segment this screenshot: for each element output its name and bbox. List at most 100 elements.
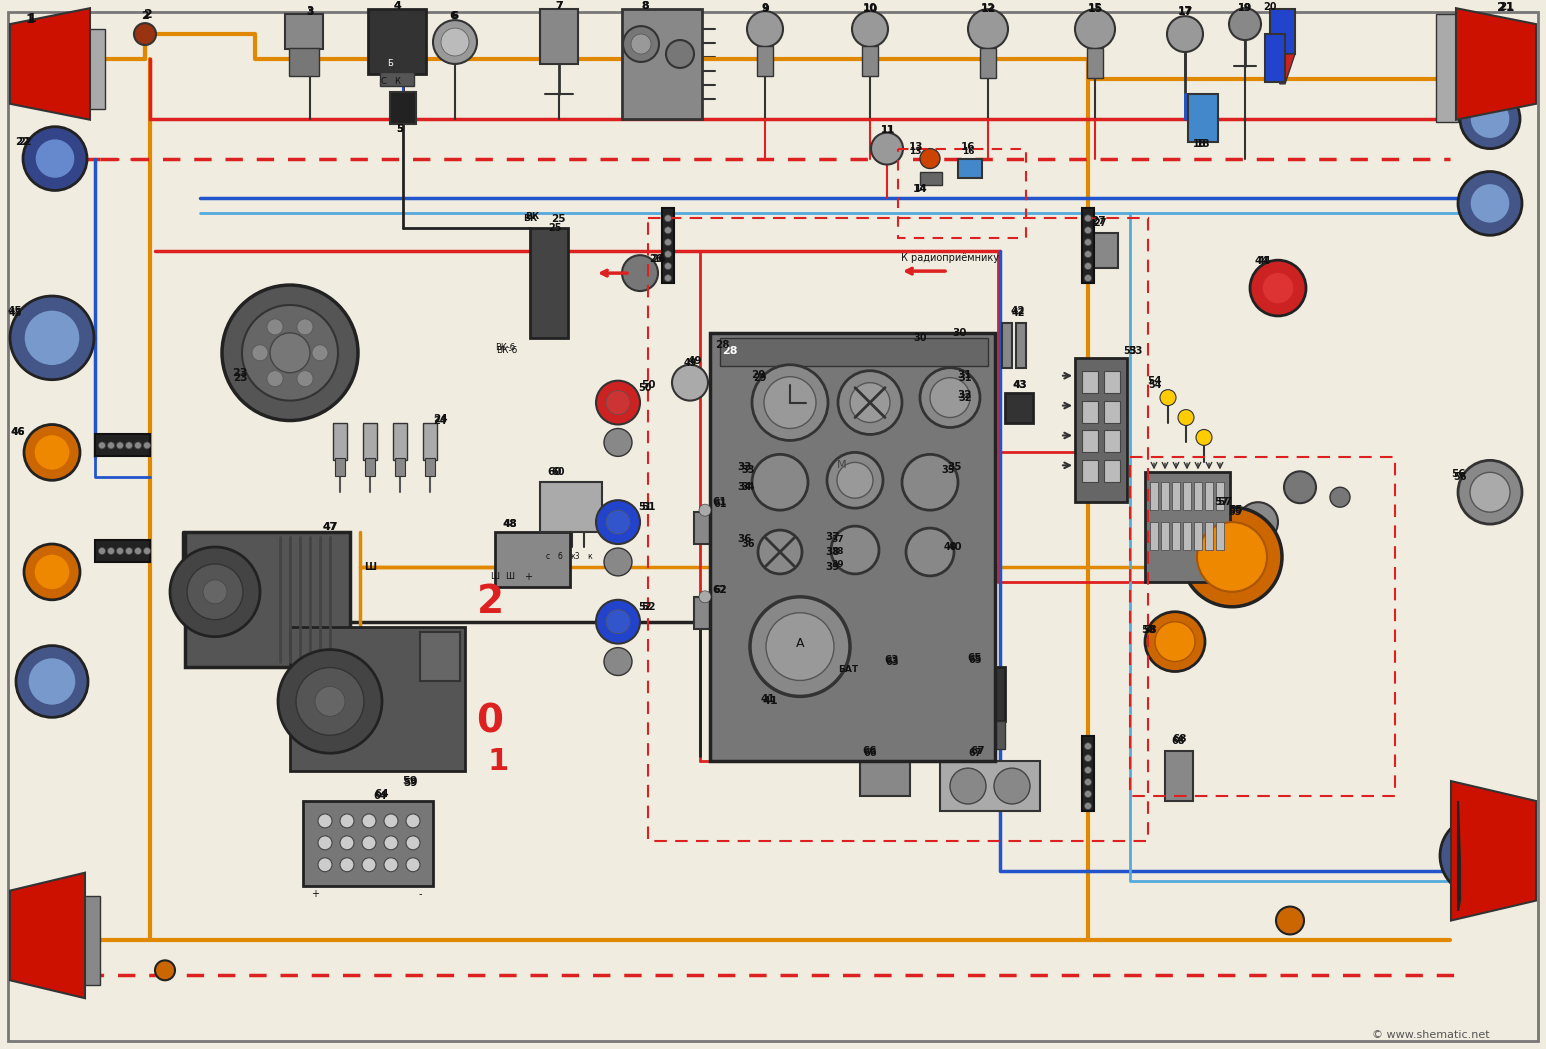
Text: 65: 65 (968, 655, 982, 665)
Circle shape (267, 370, 283, 387)
Bar (1082, 736, 1095, 811)
Circle shape (994, 768, 1030, 804)
Circle shape (108, 548, 114, 555)
Text: 37: 37 (832, 535, 844, 543)
Bar (394, 458, 405, 476)
Text: 6: 6 (448, 12, 458, 21)
Circle shape (1178, 409, 1194, 426)
Text: 25: 25 (550, 214, 566, 224)
Polygon shape (1269, 9, 1296, 53)
Text: 28: 28 (722, 346, 737, 356)
Bar (1436, 14, 1458, 122)
Circle shape (25, 544, 80, 600)
Text: 31: 31 (959, 369, 972, 380)
Text: 54: 54 (1149, 380, 1161, 389)
Bar (291, 626, 465, 771)
Text: Ш: Ш (506, 573, 515, 581)
Bar (976, 666, 1005, 722)
Text: 42: 42 (1011, 308, 1025, 318)
Polygon shape (9, 873, 85, 999)
Text: -: - (419, 889, 422, 899)
Circle shape (116, 442, 124, 449)
Text: 10: 10 (863, 3, 877, 14)
Circle shape (1251, 260, 1306, 316)
Text: 31: 31 (959, 372, 972, 383)
Bar (1002, 323, 1013, 368)
Bar (1172, 483, 1180, 510)
Text: 68: 68 (1172, 736, 1184, 746)
Circle shape (747, 12, 782, 47)
Circle shape (604, 428, 632, 456)
Circle shape (606, 390, 631, 414)
Bar (1082, 401, 1098, 423)
Circle shape (931, 378, 969, 418)
Bar (1204, 522, 1214, 550)
Text: б: б (558, 553, 563, 561)
Circle shape (1084, 275, 1091, 281)
Bar (758, 46, 773, 76)
Circle shape (901, 454, 959, 510)
Bar (1194, 483, 1201, 510)
Text: 67: 67 (968, 748, 982, 758)
Bar (710, 333, 996, 762)
Text: 12: 12 (980, 3, 996, 14)
Circle shape (135, 442, 142, 449)
Text: 66: 66 (863, 746, 877, 756)
Bar (621, 9, 702, 119)
Circle shape (968, 9, 1008, 49)
Circle shape (271, 333, 311, 372)
Text: 53: 53 (1124, 346, 1136, 356)
Text: 28: 28 (714, 340, 730, 349)
Text: 43: 43 (1013, 380, 1027, 389)
Text: 17: 17 (1178, 6, 1192, 16)
Text: 48: 48 (502, 519, 516, 529)
Bar (980, 48, 996, 78)
Bar (421, 631, 461, 682)
Circle shape (187, 564, 243, 620)
Text: 7: 7 (555, 1, 563, 12)
Circle shape (297, 319, 312, 335)
Bar (495, 532, 570, 586)
Circle shape (1470, 472, 1510, 512)
Circle shape (1084, 754, 1091, 762)
Circle shape (750, 597, 850, 697)
Circle shape (665, 275, 671, 281)
Bar (368, 9, 427, 73)
Text: 32: 32 (959, 389, 972, 400)
Bar (335, 458, 345, 476)
Text: 5: 5 (397, 124, 404, 133)
Bar (1082, 370, 1098, 392)
Text: 51: 51 (638, 502, 652, 512)
Text: © www.shematic.net: © www.shematic.net (1373, 1030, 1490, 1040)
Bar (530, 229, 567, 338)
Text: 40: 40 (943, 542, 957, 552)
Text: С: С (380, 78, 386, 86)
Circle shape (1084, 227, 1091, 234)
Circle shape (1084, 802, 1091, 810)
Text: 52: 52 (640, 602, 656, 612)
Bar (186, 532, 349, 666)
Bar (1082, 430, 1098, 452)
Text: 16: 16 (962, 147, 974, 156)
Circle shape (99, 442, 105, 449)
Circle shape (125, 442, 133, 449)
Text: 63: 63 (886, 657, 898, 666)
Circle shape (827, 452, 883, 508)
Bar (284, 14, 323, 49)
Text: 0: 0 (476, 703, 504, 741)
Circle shape (243, 305, 339, 401)
Text: 58: 58 (1142, 625, 1156, 635)
Circle shape (1155, 622, 1195, 662)
Text: 25: 25 (549, 223, 561, 233)
Circle shape (1238, 502, 1279, 542)
Text: 10: 10 (863, 4, 878, 15)
Text: 66: 66 (863, 748, 877, 758)
Text: 50: 50 (638, 383, 652, 392)
Bar (1146, 472, 1231, 582)
Text: 62: 62 (713, 585, 727, 595)
Circle shape (278, 649, 382, 753)
Text: 2: 2 (141, 12, 148, 21)
Text: М: М (838, 461, 847, 470)
Text: 65: 65 (968, 652, 982, 663)
Text: 7: 7 (555, 1, 563, 12)
